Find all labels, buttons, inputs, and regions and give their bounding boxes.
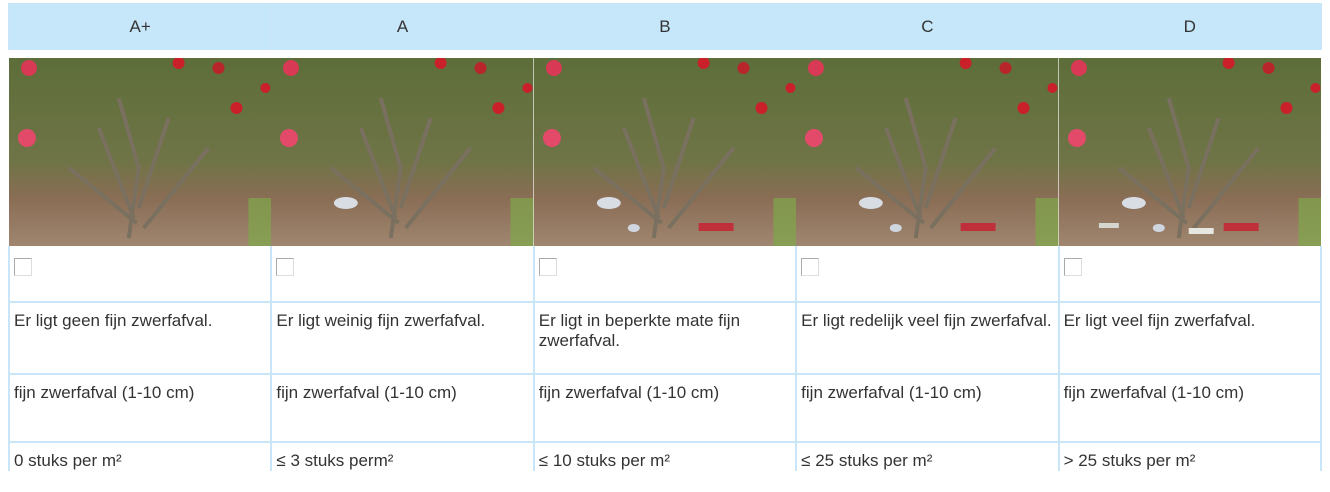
checkbox-row xyxy=(9,246,1321,302)
image-cell xyxy=(9,50,271,246)
photo xyxy=(534,58,796,246)
photo xyxy=(796,58,1058,246)
photo xyxy=(271,58,533,246)
photo xyxy=(1059,58,1321,246)
grade-header: B xyxy=(534,3,796,50)
description: Er ligt veel fijn zwerfafval. xyxy=(1059,302,1321,374)
checkbox[interactable] xyxy=(801,258,819,276)
image-cell xyxy=(534,50,796,246)
checkbox-cell xyxy=(534,246,796,302)
grade-header: A xyxy=(271,3,533,50)
description-row: Er ligt geen fijn zwerfafval.Er ligt wei… xyxy=(9,302,1321,374)
checkbox[interactable] xyxy=(539,258,557,276)
category-row: fijn zwerfafval (1-10 cm)fijn zwerfafval… xyxy=(9,374,1321,442)
grade-header: C xyxy=(796,3,1058,50)
grade-header: A+ xyxy=(9,3,271,50)
category: fijn zwerfafval (1-10 cm) xyxy=(271,374,533,442)
description: Er ligt geen fijn zwerfafval. xyxy=(9,302,271,374)
category: fijn zwerfafval (1-10 cm) xyxy=(796,374,1058,442)
image-cell xyxy=(1059,50,1321,246)
count: ≤ 3 stuks perm² xyxy=(271,442,533,471)
grade-header: D xyxy=(1059,3,1321,50)
category: fijn zwerfafval (1-10 cm) xyxy=(1059,374,1321,442)
checkbox[interactable] xyxy=(276,258,294,276)
checkbox-cell xyxy=(9,246,271,302)
count: ≤ 10 stuks per m² xyxy=(534,442,796,471)
checkbox[interactable] xyxy=(14,258,32,276)
checkbox[interactable] xyxy=(1064,258,1082,276)
checkbox-cell xyxy=(1059,246,1321,302)
image-row xyxy=(9,50,1321,246)
category: fijn zwerfafval (1-10 cm) xyxy=(9,374,271,442)
description: Er ligt in beperkte mate fijn zwerfafval… xyxy=(534,302,796,374)
description: Er ligt redelijk veel fijn zwerfafval. xyxy=(796,302,1058,374)
count-row: 0 stuks per m²≤ 3 stuks perm²≤ 10 stuks … xyxy=(9,442,1321,471)
category: fijn zwerfafval (1-10 cm) xyxy=(534,374,796,442)
checkbox-cell xyxy=(271,246,533,302)
count: ≤ 25 stuks per m² xyxy=(796,442,1058,471)
image-cell xyxy=(796,50,1058,246)
count: 0 stuks per m² xyxy=(9,442,271,471)
checkbox-cell xyxy=(796,246,1058,302)
image-cell xyxy=(271,50,533,246)
description: Er ligt weinig fijn zwerfafval. xyxy=(271,302,533,374)
photo xyxy=(9,58,271,246)
count: > 25 stuks per m² xyxy=(1059,442,1321,471)
page: A+ABCD Er ligt geen fijn zwerfafval.Er l… xyxy=(0,0,1330,492)
